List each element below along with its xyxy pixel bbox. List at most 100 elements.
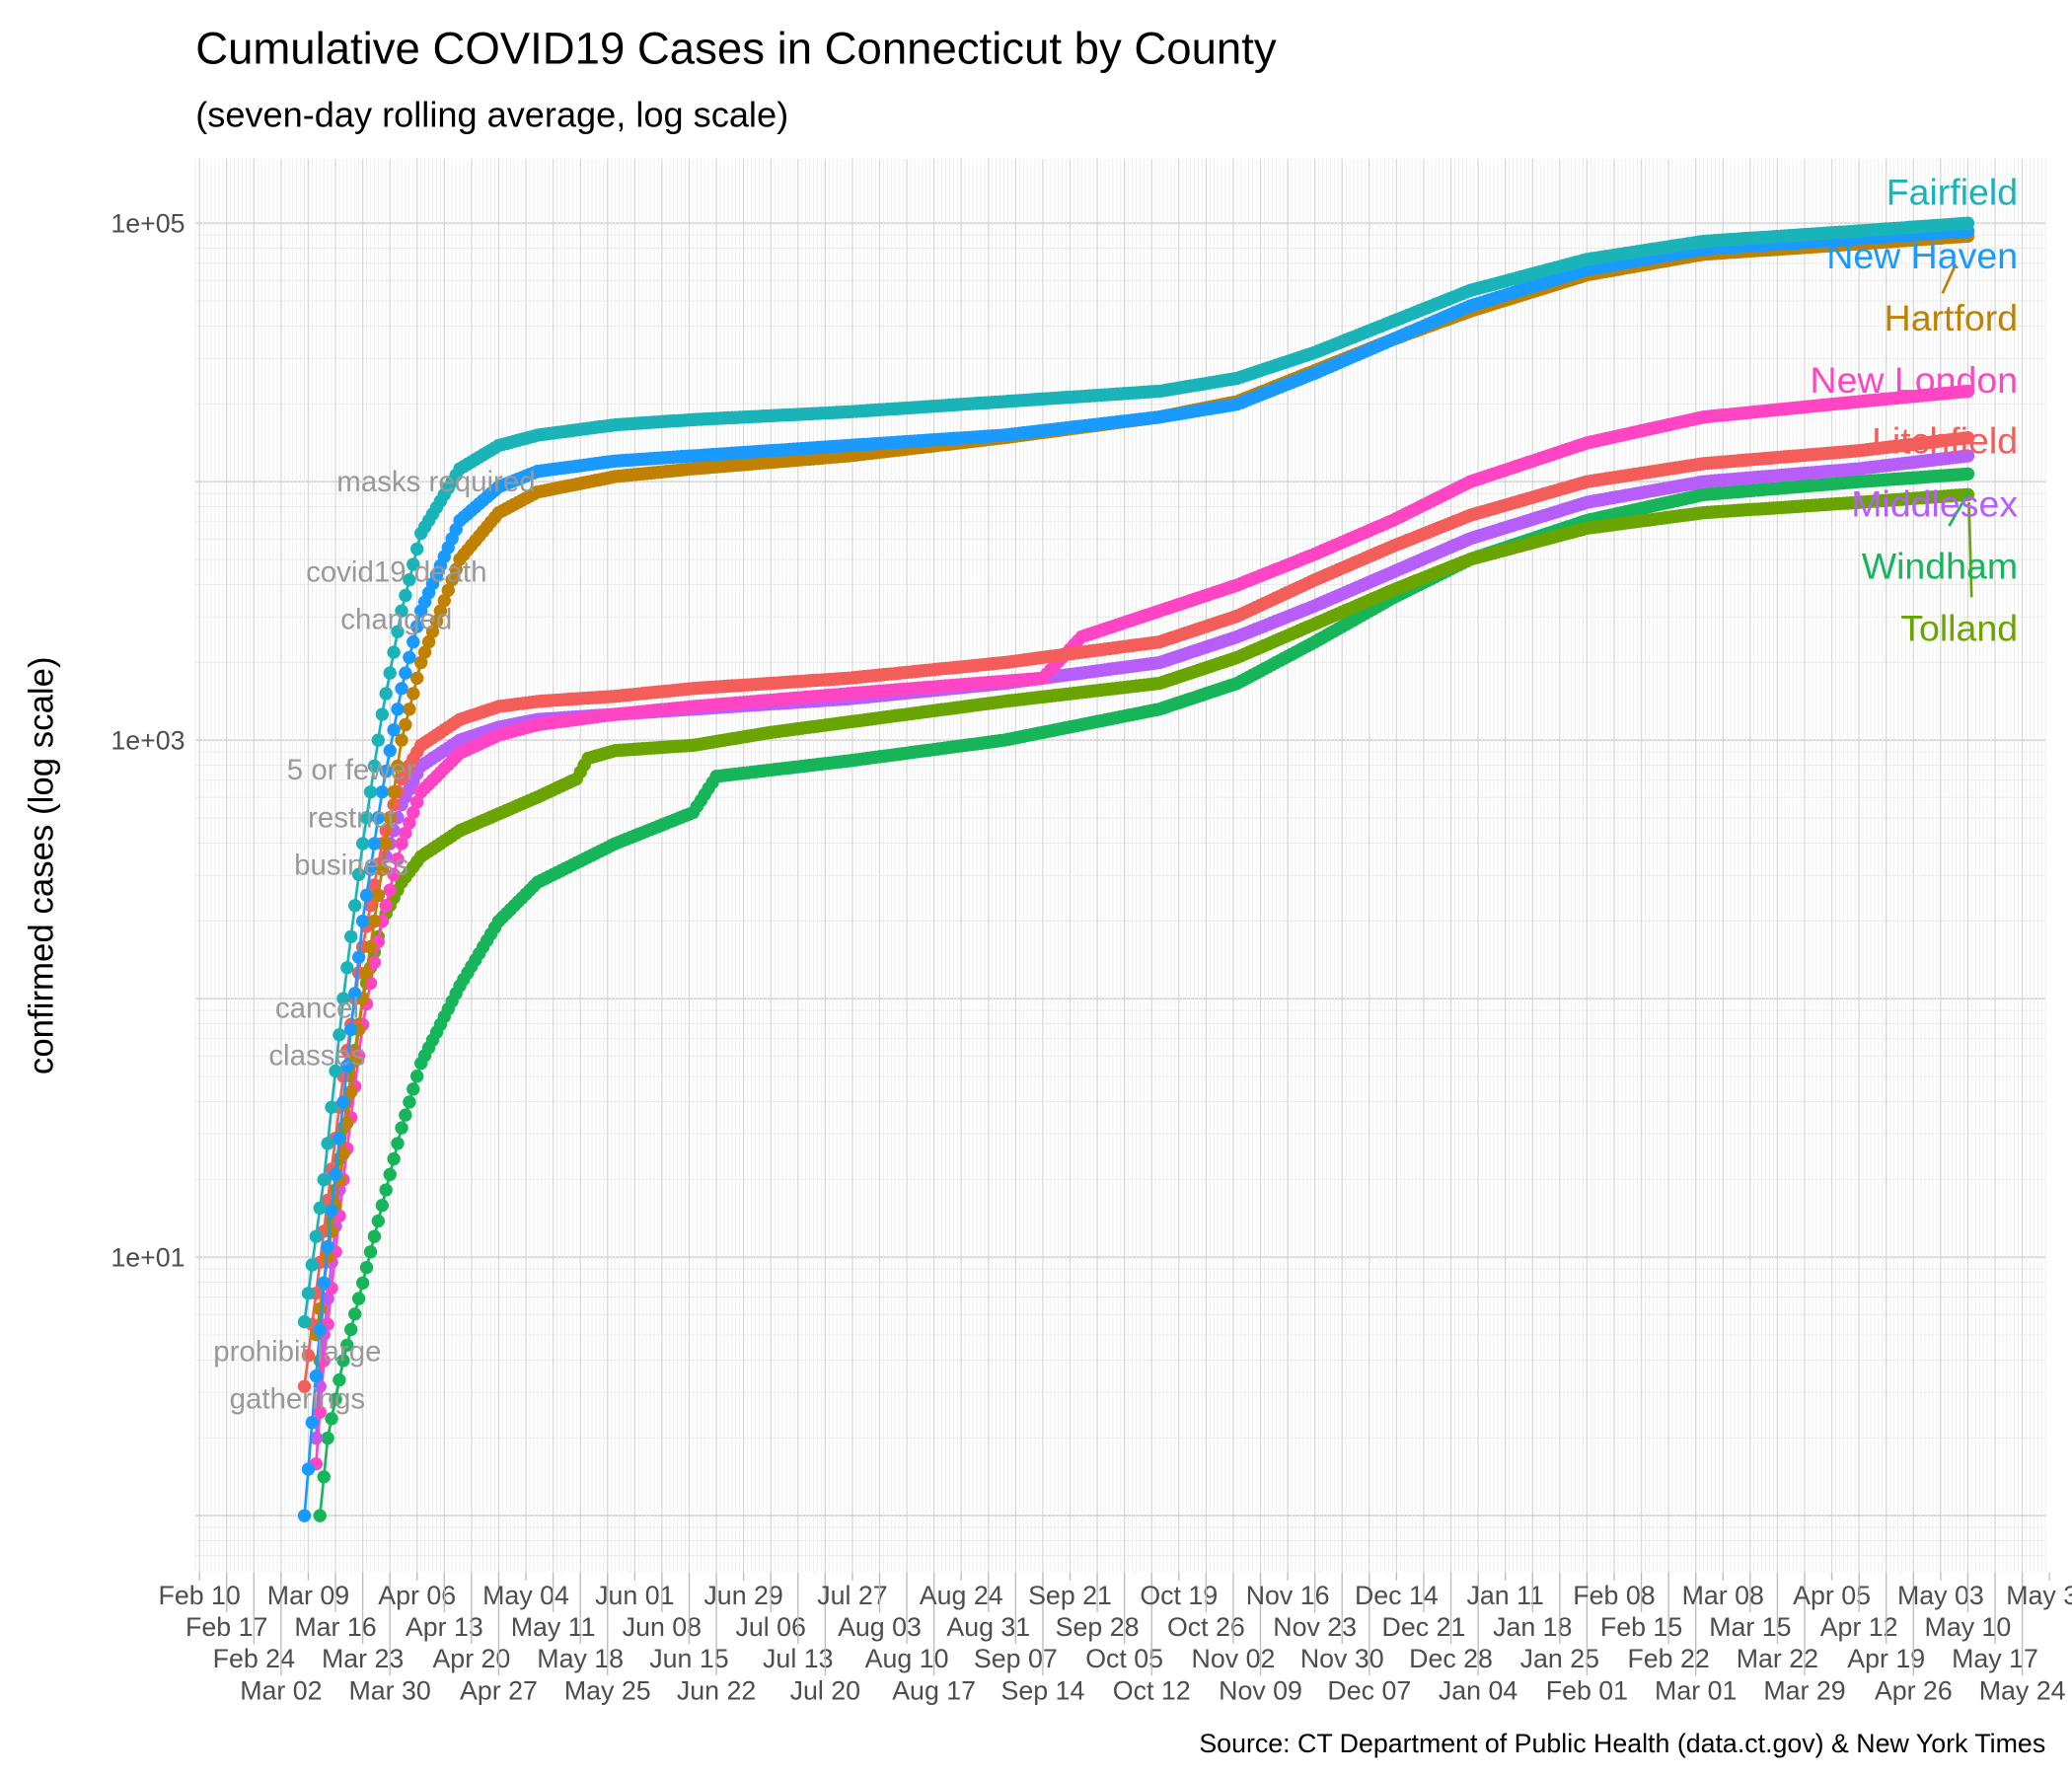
data-point xyxy=(363,1245,378,1259)
data-point xyxy=(355,914,370,928)
data-point xyxy=(383,666,397,680)
series-label-litchfield: Litchfield xyxy=(1872,419,2018,461)
x-tick-label: Apr 05 xyxy=(1793,1581,1871,1610)
chart-caption: Source: CT Department of Public Health (… xyxy=(1199,1729,2045,1758)
x-tick-label: Jan 18 xyxy=(1493,1612,1572,1642)
data-point xyxy=(1961,384,1975,399)
data-point xyxy=(399,588,412,603)
data-point xyxy=(383,1167,397,1182)
data-point xyxy=(391,625,405,638)
data-point xyxy=(1961,431,1975,445)
data-point xyxy=(407,1082,420,1096)
x-tick-label: Aug 17 xyxy=(892,1675,976,1705)
data-point xyxy=(297,1509,312,1522)
annotation-text: masks required xyxy=(336,466,535,498)
x-tick-label: Sep 21 xyxy=(1028,1581,1112,1610)
x-tick-label: Mar 09 xyxy=(267,1581,349,1610)
data-point xyxy=(344,1322,358,1337)
x-tick-label: Mar 22 xyxy=(1737,1644,1818,1673)
data-point xyxy=(409,671,424,686)
data-point xyxy=(403,572,416,587)
series-layer xyxy=(297,216,1975,1522)
data-point xyxy=(371,888,386,903)
data-point xyxy=(367,878,382,892)
data-point xyxy=(340,1338,354,1352)
x-tick-label: Jul 27 xyxy=(817,1581,887,1610)
annotation-text: business xyxy=(294,850,408,882)
annotation-text: classes xyxy=(268,1039,365,1072)
x-tick-label: May 10 xyxy=(1925,1612,2012,1642)
x-tick-label: Nov 23 xyxy=(1273,1612,1357,1642)
data-point xyxy=(407,687,420,701)
label-leader-hartford xyxy=(1941,263,1958,294)
x-tick-label: Jul 13 xyxy=(763,1644,833,1673)
x-tick-label: Jun 08 xyxy=(623,1612,702,1642)
x-tick-label: Nov 02 xyxy=(1192,1644,1276,1673)
x-tick-label: Aug 03 xyxy=(838,1612,922,1642)
data-point xyxy=(375,784,390,799)
x-tick-label: Jul 20 xyxy=(790,1675,860,1705)
x-tick-label: Aug 10 xyxy=(865,1644,949,1673)
data-point xyxy=(449,562,463,576)
data-point xyxy=(301,1349,316,1363)
data-point xyxy=(333,1372,346,1387)
x-tick-label: Mar 29 xyxy=(1763,1675,1845,1705)
data-point xyxy=(429,614,444,629)
data-point xyxy=(1961,467,1975,481)
series-label-tolland: Tolland xyxy=(1900,608,2018,649)
data-point xyxy=(340,1116,354,1130)
data-point xyxy=(399,1108,412,1122)
x-tick-label: Dec 21 xyxy=(1382,1612,1466,1642)
data-point xyxy=(395,1121,408,1135)
x-tick-label: Feb 15 xyxy=(1600,1612,1682,1642)
data-point xyxy=(375,1199,390,1213)
x-tick-label: Apr 12 xyxy=(1820,1612,1898,1642)
data-point xyxy=(336,1354,350,1368)
data-point xyxy=(348,899,362,913)
x-tick-label: Mar 30 xyxy=(349,1675,431,1705)
data-point xyxy=(348,1307,362,1321)
data-point xyxy=(407,634,420,649)
data-point xyxy=(417,645,432,659)
data-point xyxy=(321,1431,334,1445)
data-point xyxy=(340,1059,354,1073)
data-point xyxy=(379,837,393,851)
data-point xyxy=(367,837,382,851)
data-point xyxy=(409,795,424,809)
annotation-text: gatherings xyxy=(230,1383,366,1416)
series-label-middlesex: Middlesex xyxy=(1851,483,2018,525)
data-point xyxy=(383,744,397,758)
x-tick-label: Apr 06 xyxy=(378,1581,456,1610)
y-axis: 1e+01 1e+03 1e+05 xyxy=(111,209,185,1273)
x-tick-label: Mar 02 xyxy=(240,1675,322,1705)
y-tick-label: 1e+01 xyxy=(111,1243,185,1273)
data-point xyxy=(359,1260,374,1275)
x-tick-label: Apr 19 xyxy=(1847,1644,1925,1673)
data-point xyxy=(333,1028,346,1042)
series-label-fairfield: Fairfield xyxy=(1887,172,2018,213)
data-point xyxy=(359,811,374,825)
annotation-text: cancel xyxy=(275,992,359,1024)
x-tick-label: Nov 16 xyxy=(1246,1581,1330,1610)
y-tick-label: 1e+05 xyxy=(111,209,185,239)
x-tick-label: Mar 08 xyxy=(1682,1581,1764,1610)
x-tick-label: May 31 xyxy=(2006,1581,2072,1610)
data-point xyxy=(333,1131,346,1146)
data-point xyxy=(325,1412,338,1426)
data-point xyxy=(379,899,393,913)
x-tick-label: May 18 xyxy=(537,1644,624,1673)
chart-title: Cumulative COVID19 Cases in Connecticut … xyxy=(195,23,1277,73)
data-point xyxy=(399,717,412,732)
data-point xyxy=(325,1204,338,1218)
x-tick-label: Jun 29 xyxy=(703,1581,782,1610)
data-point xyxy=(387,722,401,737)
data-point xyxy=(363,899,378,913)
data-point xyxy=(329,1064,342,1078)
x-tick-label: Dec 28 xyxy=(1409,1644,1493,1673)
x-tick-label: Nov 09 xyxy=(1219,1675,1302,1705)
data-point xyxy=(351,1292,366,1305)
data-point xyxy=(305,1416,320,1430)
chart-subtitle: (seven-day rolling average, log scale) xyxy=(195,95,788,135)
data-point xyxy=(317,1276,331,1291)
data-point xyxy=(437,594,451,608)
